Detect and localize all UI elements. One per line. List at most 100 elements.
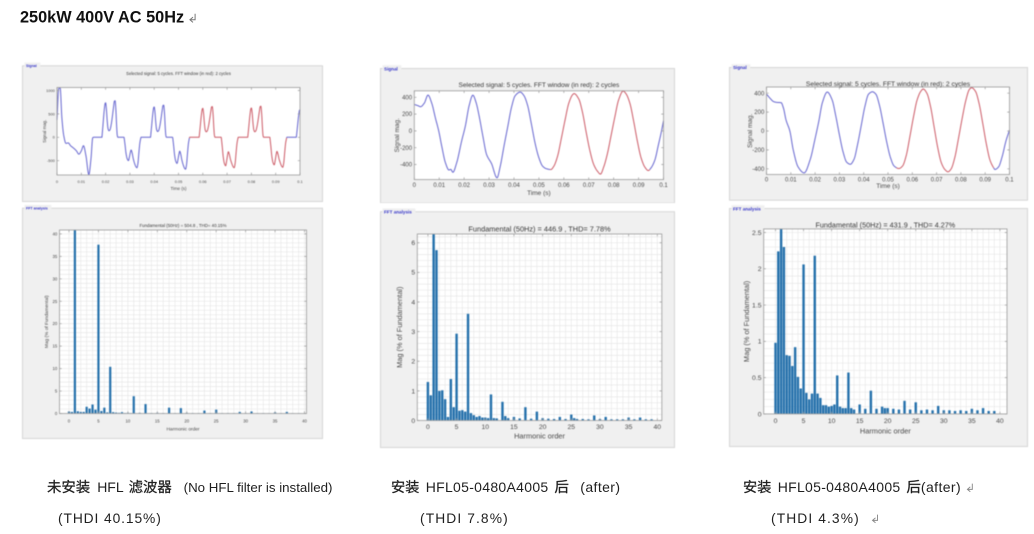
- svg-text:-400: -400: [752, 167, 765, 173]
- svg-text:5: 5: [455, 424, 459, 431]
- svg-text:20: 20: [539, 424, 547, 431]
- svg-text:(THDI 7.8%): (THDI 7.8%): [420, 511, 509, 526]
- svg-text:10: 10: [53, 366, 58, 371]
- svg-text:Signal mag.: Signal mag.: [394, 117, 401, 152]
- svg-text:200: 200: [402, 112, 413, 118]
- svg-text:25: 25: [567, 424, 575, 431]
- svg-text:Harmonic order: Harmonic order: [514, 432, 565, 441]
- svg-text:HFL05-0480A4005: HFL05-0480A4005: [425, 479, 548, 495]
- svg-text:0: 0: [761, 129, 765, 135]
- svg-text:1000: 1000: [46, 88, 55, 93]
- svg-text:5: 5: [97, 419, 100, 424]
- svg-text:Signal: Signal: [26, 64, 37, 68]
- svg-text:0.1: 0.1: [1005, 178, 1014, 184]
- svg-text:0.02: 0.02: [102, 179, 110, 184]
- svg-text:Selected signal: 5 cycles. FFT: Selected signal: 5 cycles. FFT window (i…: [126, 71, 231, 76]
- svg-text:0.08: 0.08: [248, 179, 256, 184]
- svg-text:40: 40: [53, 231, 58, 236]
- svg-text:35: 35: [625, 424, 633, 431]
- svg-text:0.05: 0.05: [533, 182, 545, 188]
- svg-text:20: 20: [53, 321, 58, 326]
- svg-text:15: 15: [510, 424, 518, 431]
- svg-text:0: 0: [426, 424, 430, 431]
- svg-text:30: 30: [243, 419, 248, 424]
- svg-text:0.03: 0.03: [834, 178, 846, 184]
- svg-text:Fundamental (50Hz) = 446.9 , T: Fundamental (50Hz) = 446.9 , THD= 7.78%: [468, 224, 611, 233]
- svg-text:Selected signal: 5 cycles. FFT: Selected signal: 5 cycles. FFT window (i…: [806, 81, 971, 88]
- svg-text:HFL05-0480A4005: HFL05-0480A4005: [778, 479, 901, 495]
- svg-text:0.04: 0.04: [150, 179, 158, 184]
- svg-text:Mag (% of Fundamental): Mag (% of Fundamental): [44, 295, 50, 348]
- svg-text:Harmonic order: Harmonic order: [166, 427, 199, 433]
- svg-text:FFT analysis: FFT analysis: [384, 209, 412, 214]
- svg-text:0: 0: [68, 419, 71, 424]
- svg-text:Time (s): Time (s): [527, 189, 551, 196]
- svg-text:Fundamental (50Hz) = 431.9 , T: Fundamental (50Hz) = 431.9 , THD= 4.27%: [815, 221, 955, 230]
- svg-text:Signal: Signal: [733, 66, 747, 71]
- svg-text:Time (s): Time (s): [876, 183, 900, 190]
- svg-text:-200: -200: [752, 148, 765, 154]
- svg-text:0.06: 0.06: [906, 178, 918, 184]
- svg-text:30: 30: [596, 424, 604, 431]
- svg-text:0.05: 0.05: [882, 178, 894, 184]
- svg-text:10: 10: [125, 419, 130, 424]
- svg-text:400: 400: [402, 95, 413, 101]
- svg-text:(after): (after): [921, 479, 961, 495]
- svg-text:0.01: 0.01: [78, 179, 86, 184]
- svg-text:(after): (after): [580, 479, 620, 495]
- svg-text:HFL: HFL: [98, 479, 125, 495]
- svg-text:0: 0: [411, 418, 415, 425]
- svg-text:0.04: 0.04: [508, 182, 520, 188]
- svg-text:(THDI 4.3%): (THDI 4.3%): [771, 511, 860, 526]
- svg-text:400: 400: [754, 92, 765, 98]
- svg-text:40: 40: [654, 424, 662, 431]
- svg-text:30: 30: [53, 276, 58, 281]
- svg-text:(No HFL filter is installed): (No HFL filter is installed): [184, 480, 333, 495]
- svg-text:0.03: 0.03: [126, 179, 134, 184]
- svg-text:0.07: 0.07: [583, 182, 595, 188]
- svg-text:0.5: 0.5: [752, 375, 762, 382]
- svg-text:10: 10: [481, 424, 489, 431]
- svg-text:1: 1: [411, 388, 415, 395]
- svg-text:Selected signal: 5 cycles. FFT: Selected signal: 5 cycles. FFT window (i…: [459, 82, 620, 89]
- svg-text:0.06: 0.06: [558, 182, 570, 188]
- svg-text:0.08: 0.08: [608, 182, 620, 188]
- svg-text:0: 0: [758, 411, 762, 418]
- svg-text:Time (s): Time (s): [171, 186, 187, 191]
- svg-text:0.09: 0.09: [272, 179, 280, 184]
- svg-text:1: 1: [758, 339, 762, 346]
- svg-text:2: 2: [411, 359, 415, 366]
- svg-text:2: 2: [758, 266, 762, 273]
- svg-text:20: 20: [184, 419, 189, 424]
- svg-text:500: 500: [48, 111, 55, 116]
- svg-text:5: 5: [411, 270, 415, 277]
- svg-text:FFT analysis: FFT analysis: [26, 207, 48, 211]
- svg-text:0.03: 0.03: [483, 182, 495, 188]
- svg-text:15: 15: [53, 344, 58, 349]
- svg-text:0.01: 0.01: [785, 178, 797, 184]
- svg-text:3: 3: [411, 329, 415, 336]
- svg-text:0.07: 0.07: [931, 178, 943, 184]
- svg-text:Mag (% of Fundamental): Mag (% of Fundamental): [742, 281, 751, 362]
- svg-text:0: 0: [55, 411, 58, 416]
- svg-text:35: 35: [53, 254, 58, 259]
- svg-text:5: 5: [55, 389, 58, 394]
- svg-text:0.1: 0.1: [297, 179, 302, 184]
- svg-text:1.5: 1.5: [752, 302, 762, 309]
- svg-text:0.02: 0.02: [809, 178, 821, 184]
- svg-text:15: 15: [155, 419, 160, 424]
- svg-text:25: 25: [214, 419, 219, 424]
- svg-text:0.06: 0.06: [199, 179, 207, 184]
- svg-text:250kW 400V AC 50Hz: 250kW 400V AC 50Hz: [20, 9, 184, 27]
- svg-text:0.09: 0.09: [979, 178, 991, 184]
- svg-text:25: 25: [53, 299, 58, 304]
- svg-text:0: 0: [413, 182, 417, 188]
- svg-text:0: 0: [409, 129, 413, 135]
- svg-text:0.07: 0.07: [223, 179, 231, 184]
- svg-text:0.01: 0.01: [433, 182, 445, 188]
- svg-text:Fundamental (50Hz) = 504.8 , T: Fundamental (50Hz) = 504.8 , THD= 40.15%: [140, 223, 227, 228]
- svg-text:5: 5: [802, 418, 806, 425]
- svg-text:15: 15: [856, 418, 864, 425]
- svg-text:0.08: 0.08: [955, 178, 967, 184]
- svg-text:2.5: 2.5: [752, 230, 762, 237]
